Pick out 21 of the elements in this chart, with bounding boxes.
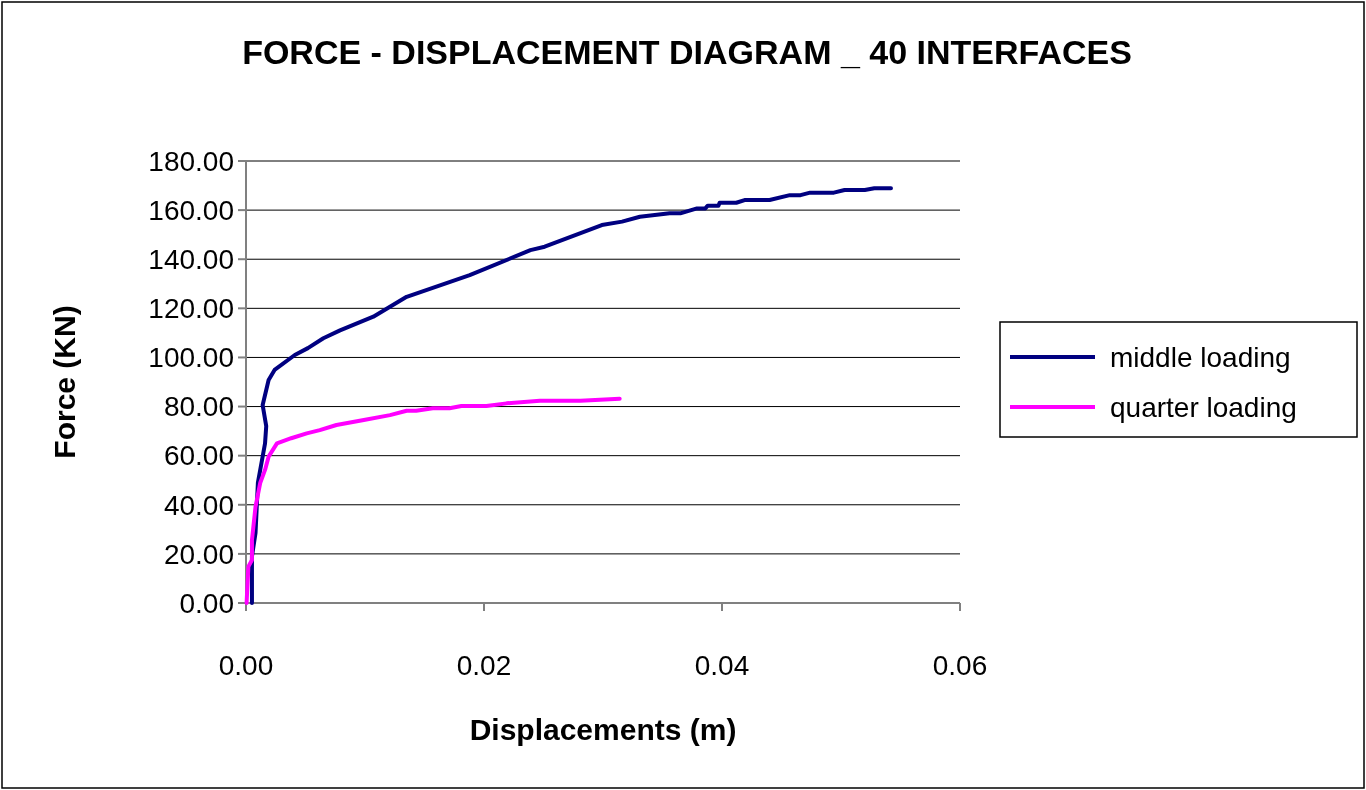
y-tick-label: 0.00 bbox=[179, 587, 234, 619]
y-tick-label: 160.00 bbox=[148, 194, 234, 226]
x-tick-label: 0.02 bbox=[456, 650, 512, 681]
legend-label: middle loading bbox=[1110, 341, 1291, 373]
x-tick-label: 0.00 bbox=[218, 650, 274, 681]
line-series bbox=[249, 186, 893, 605]
y-axis-title: Force (KN) bbox=[48, 305, 81, 459]
line-series bbox=[244, 396, 622, 605]
x-axis-title: Displacements (m) bbox=[469, 713, 737, 746]
y-tick-label: 180.00 bbox=[148, 145, 234, 177]
y-tick-label: 20.00 bbox=[163, 538, 234, 570]
y-tick-label: 80.00 bbox=[163, 391, 234, 423]
chart-title: FORCE - DISPLACEMENT DIAGRAM _ 40 INTERFACES bbox=[242, 33, 1132, 71]
legend-label: quarter loading bbox=[1110, 391, 1297, 423]
y-tick-label: 120.00 bbox=[148, 293, 234, 325]
y-tick-label: 40.00 bbox=[163, 489, 234, 521]
x-tick-label: 0.06 bbox=[932, 650, 988, 681]
y-tick-label: 60.00 bbox=[163, 440, 234, 472]
y-tick-label: 140.00 bbox=[148, 244, 234, 276]
y-tick-label: 100.00 bbox=[148, 342, 234, 374]
x-tick-label: 0.04 bbox=[694, 650, 750, 681]
